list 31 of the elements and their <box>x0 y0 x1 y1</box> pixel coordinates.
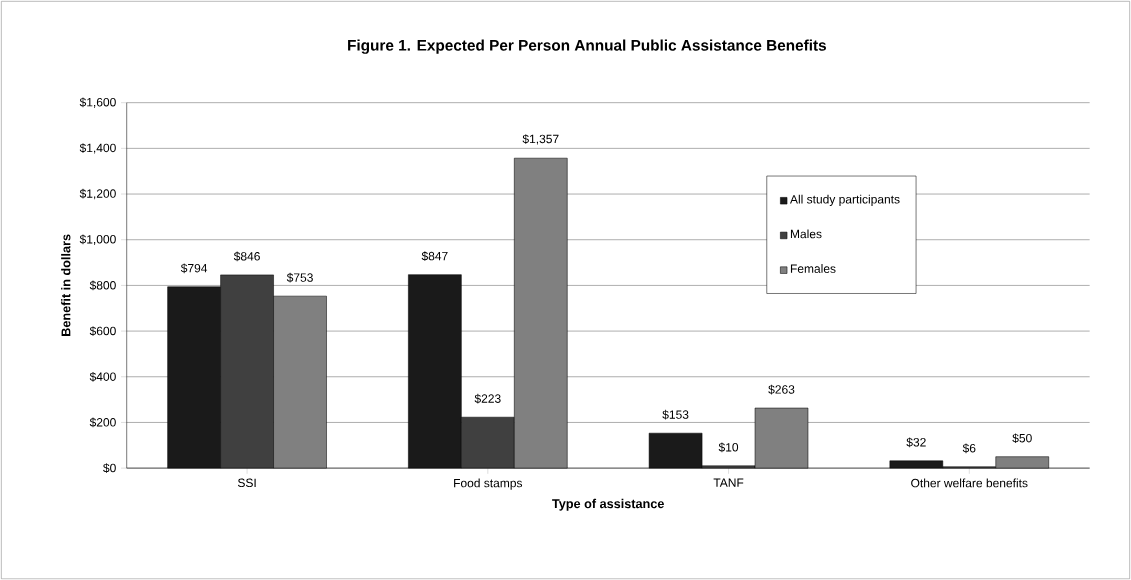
legend-label: Females <box>790 264 836 273</box>
x-tick-label: Other welfare benefits <box>911 478 1028 488</box>
y-tick-label: $1,200 <box>79 188 116 200</box>
data-label: $153 <box>662 409 689 420</box>
chart-title: Figure 1. Expected Per Person Annual Public Assistance Benefits <box>348 39 826 54</box>
y-tick-label: $1,400 <box>79 143 116 154</box>
data-label: $263 <box>768 384 795 395</box>
y-tick-label: $1,600 <box>79 97 116 108</box>
data-label: $847 <box>421 251 448 261</box>
y-tick-label: $600 <box>89 326 116 336</box>
data-label: $10 <box>718 442 739 453</box>
x-tick-label: SSI <box>237 478 256 487</box>
x-axis-title: Type of assistance <box>552 498 664 511</box>
y-tick-label: $400 <box>89 371 116 382</box>
data-label: $753 <box>286 272 313 283</box>
data-label: $32 <box>906 437 926 448</box>
data-label: $794 <box>180 263 208 274</box>
legend-label: Males <box>790 229 822 239</box>
data-label: $6 <box>962 443 976 454</box>
y-tick-label: $1,000 <box>79 234 116 245</box>
data-label: $223 <box>474 393 501 404</box>
legend-label: All study participants <box>790 194 900 206</box>
y-tick-label: $0 <box>103 463 116 473</box>
x-tick-label: Food stamps <box>454 478 523 490</box>
y-axis-title: Benefit in dollars <box>61 234 71 336</box>
data-label: $1,357 <box>522 134 559 145</box>
x-tick-label: TANF <box>713 478 744 487</box>
y-tick-label: $200 <box>89 417 116 428</box>
y-tick-label: $800 <box>89 280 116 291</box>
data-label: $50 <box>1012 433 1032 444</box>
data-label: $846 <box>233 251 260 262</box>
